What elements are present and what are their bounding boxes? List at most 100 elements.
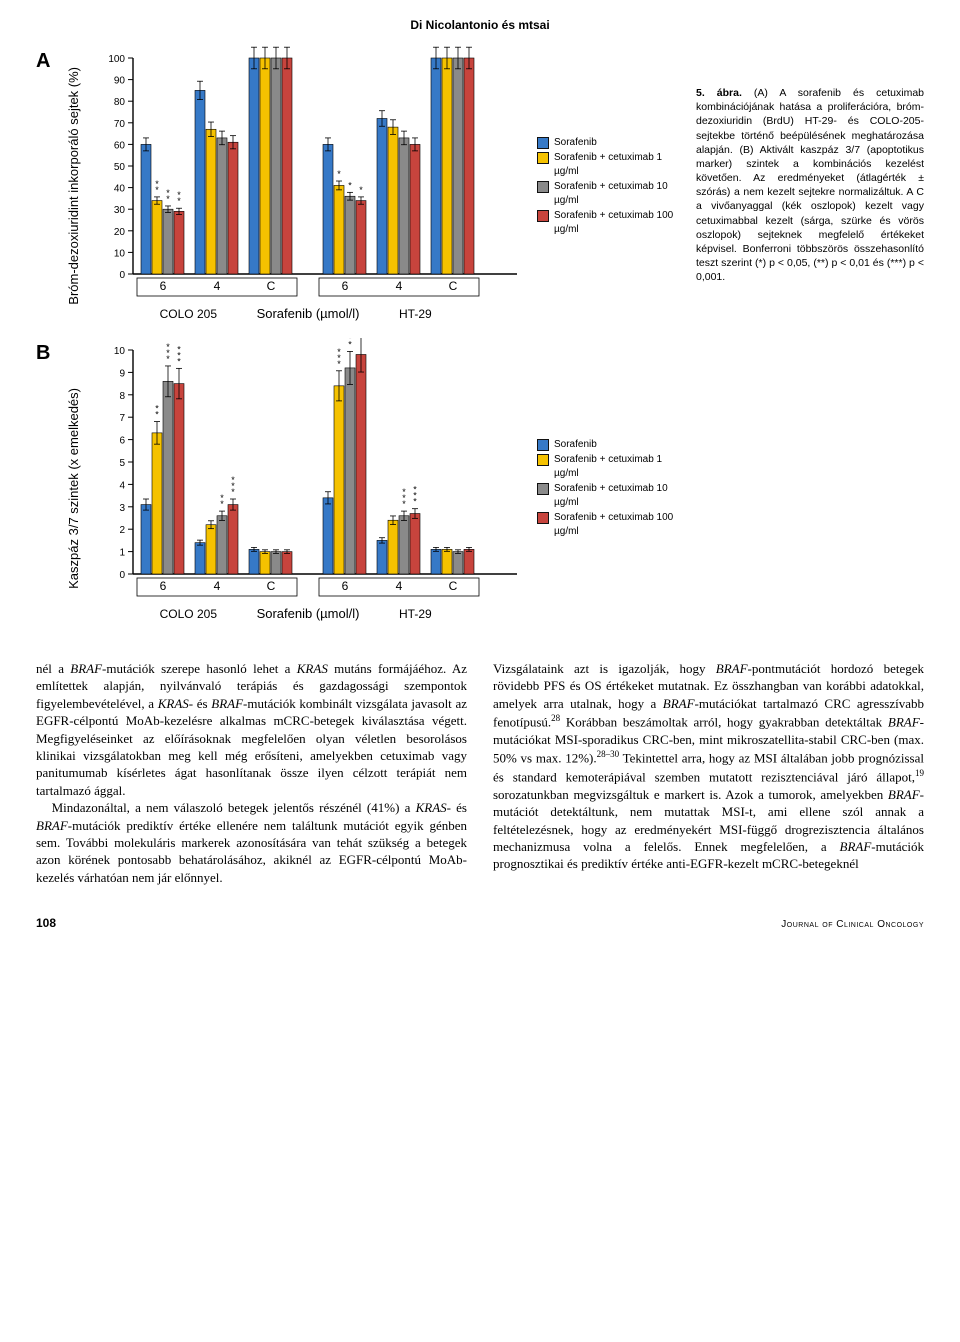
svg-text:HT-29: HT-29 xyxy=(399,307,432,321)
legend-label: Sorafenib + cetuximab 10 µg/ml xyxy=(554,482,682,509)
svg-text:*: * xyxy=(166,354,170,364)
svg-text:30: 30 xyxy=(114,205,126,216)
svg-text:*: * xyxy=(348,339,352,349)
svg-text:100: 100 xyxy=(108,54,125,65)
panel-a-legend: SorafenibSorafenib + cetuximab 1 µg/mlSo… xyxy=(537,134,682,239)
column-right: Vizsgálataink azt is igazolják, hogy BRA… xyxy=(493,660,924,886)
svg-text:60: 60 xyxy=(114,140,126,151)
svg-text:0: 0 xyxy=(119,570,125,581)
svg-text:20: 20 xyxy=(114,227,126,238)
svg-text:40: 40 xyxy=(114,184,126,195)
legend-label: Sorafenib + cetuximab 1 µg/ml xyxy=(554,151,682,178)
svg-text:*: * xyxy=(177,356,181,366)
figure-caption: 5. ábra. (A) A sorafenib és cetuximab ko… xyxy=(696,46,924,284)
legend-swatch xyxy=(537,454,549,466)
running-head: Di Nicolantonio és mtsai xyxy=(36,18,924,32)
legend-item: Sorafenib + cetuximab 10 µg/ml xyxy=(537,180,682,207)
svg-text:4: 4 xyxy=(214,279,221,293)
column-left: nél a BRAF-mutációk szerepe hasonló lehe… xyxy=(36,660,467,886)
body-columns: nél a BRAF-mutációk szerepe hasonló lehe… xyxy=(36,660,924,886)
legend-item: Sorafenib + cetuximab 10 µg/ml xyxy=(537,482,682,509)
svg-text:*: * xyxy=(337,359,341,369)
svg-text:6: 6 xyxy=(160,579,167,593)
svg-text:C: C xyxy=(267,579,276,593)
svg-text:0: 0 xyxy=(119,270,125,281)
page-number: 108 xyxy=(36,916,56,930)
panel-b-ylabel: Kaszpáz 3/7 szintek (x emelkedés) xyxy=(66,388,81,589)
svg-text:*: * xyxy=(155,410,159,420)
svg-text:*: * xyxy=(348,180,352,190)
legend-swatch xyxy=(537,483,549,495)
legend-swatch xyxy=(537,210,549,222)
legend-swatch xyxy=(537,181,549,193)
paragraph: Mindazonáltal, a nem válaszoló betegek j… xyxy=(36,799,467,886)
legend-item: Sorafenib + cetuximab 1 µg/ml xyxy=(537,453,682,480)
svg-text:*: * xyxy=(231,487,235,497)
svg-text:*: * xyxy=(155,185,159,195)
legend-item: Sorafenib xyxy=(537,136,682,150)
caption-text: (A) A sorafenib és cetuximab kombinációj… xyxy=(696,87,924,283)
panel-b-chart: 012345678910****************************… xyxy=(89,338,529,638)
panel-a-tag: A xyxy=(36,46,58,326)
svg-text:50: 50 xyxy=(114,162,126,173)
legend-label: Sorafenib xyxy=(554,136,597,150)
svg-text:7: 7 xyxy=(119,413,125,424)
legend-swatch xyxy=(537,439,549,451)
legend-label: Sorafenib xyxy=(554,438,597,452)
svg-text:5: 5 xyxy=(119,458,125,469)
panel-b-legend: SorafenibSorafenib + cetuximab 1 µg/mlSo… xyxy=(537,436,682,541)
figure-left-stack: A Bróm-dezoxiuridint inkorporáló sejtek … xyxy=(36,46,682,638)
svg-text:*: * xyxy=(413,497,417,507)
svg-text:6: 6 xyxy=(342,579,349,593)
journal-name: Journal of Clinical Oncology xyxy=(781,919,924,930)
svg-text:4: 4 xyxy=(119,480,125,491)
legend-item: Sorafenib + cetuximab 100 µg/ml xyxy=(537,209,682,236)
svg-text:6: 6 xyxy=(160,279,167,293)
svg-text:9: 9 xyxy=(119,368,125,379)
page-footer: 108 Journal of Clinical Oncology xyxy=(36,916,924,930)
legend-swatch xyxy=(537,137,549,149)
svg-text:6: 6 xyxy=(119,436,125,447)
legend-label: Sorafenib + cetuximab 100 µg/ml xyxy=(554,209,682,236)
legend-label: Sorafenib + cetuximab 100 µg/ml xyxy=(554,511,682,538)
panel-b-tag: B xyxy=(36,338,58,638)
svg-text:10: 10 xyxy=(114,346,126,357)
legend-swatch xyxy=(537,512,549,524)
caption-lead: 5. ábra. xyxy=(696,87,742,99)
legend-label: Sorafenib + cetuximab 1 µg/ml xyxy=(554,453,682,480)
svg-text:80: 80 xyxy=(114,97,126,108)
panel-b-frame: B Kaszpáz 3/7 szintek (x emelkedés) 0 1 2 3… xyxy=(36,338,682,638)
svg-text:4: 4 xyxy=(396,579,403,593)
panel-a-frame: A Bróm-dezoxiuridint inkorporáló sejtek … xyxy=(36,46,682,326)
svg-text:8: 8 xyxy=(119,391,125,402)
svg-text:*: * xyxy=(177,196,181,206)
panel-a-ylabel-wrap: Bróm-dezoxiuridint inkorporáló sejtek (%… xyxy=(66,46,81,326)
svg-text:4: 4 xyxy=(214,579,221,593)
svg-text:6: 6 xyxy=(342,279,349,293)
page: Di Nicolantonio és mtsai A Bróm-dezoxiur… xyxy=(0,0,960,952)
svg-text:*: * xyxy=(337,169,341,179)
svg-text:*: * xyxy=(220,499,224,509)
panel-b-ylabel-wrap: Kaszpáz 3/7 szintek (x emelkedés) xyxy=(66,338,81,638)
svg-text:COLO 205: COLO 205 xyxy=(160,307,218,321)
svg-text:COLO 205: COLO 205 xyxy=(160,607,218,621)
svg-text:C: C xyxy=(267,279,276,293)
svg-text:3: 3 xyxy=(119,503,125,514)
svg-text:1: 1 xyxy=(119,548,125,559)
svg-text:C: C xyxy=(449,279,458,293)
legend-item: Sorafenib + cetuximab 1 µg/ml xyxy=(537,151,682,178)
panel-a-ylabel: Bróm-dezoxiuridint inkorporáló sejtek (%… xyxy=(66,67,81,305)
svg-text:4: 4 xyxy=(396,279,403,293)
svg-text:*: * xyxy=(166,194,170,204)
svg-text:Sorafenib (µmol/l): Sorafenib (µmol/l) xyxy=(257,306,360,321)
legend-swatch xyxy=(537,152,549,164)
svg-text:*: * xyxy=(402,499,406,509)
svg-text:70: 70 xyxy=(114,119,126,130)
paragraph: Vizsgálataink azt is igazolják, hogy BRA… xyxy=(493,660,924,873)
figure-5: A Bróm-dezoxiuridint inkorporáló sejtek … xyxy=(36,46,924,638)
legend-label: Sorafenib + cetuximab 10 µg/ml xyxy=(554,180,682,207)
svg-text:90: 90 xyxy=(114,76,126,87)
panel-a-chart: 0102030405060708090100*********64C64CCOL… xyxy=(89,46,529,326)
svg-text:2: 2 xyxy=(119,525,125,536)
svg-text:*: * xyxy=(359,185,363,195)
